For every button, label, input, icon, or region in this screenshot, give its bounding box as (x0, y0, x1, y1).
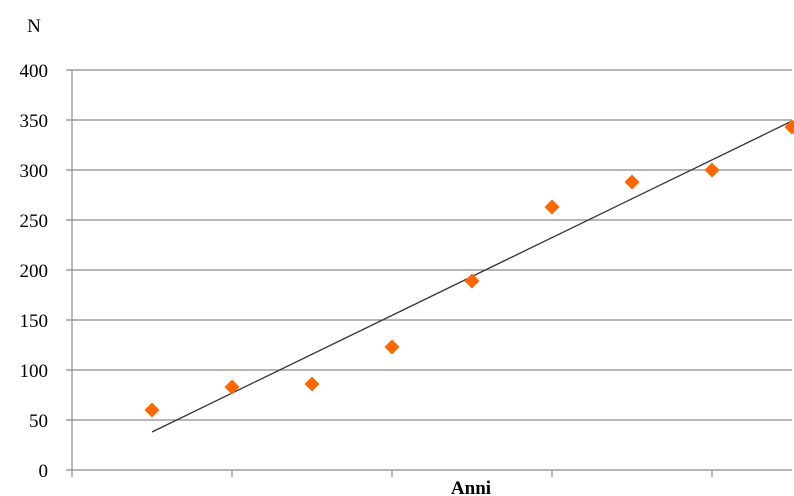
x-axis-label: Anni (451, 478, 491, 496)
data-point-7 (624, 174, 640, 190)
data-point-3 (304, 376, 320, 392)
y-tick-label-200: 200 (20, 261, 49, 282)
data-point-8 (704, 162, 720, 178)
data-point-6 (544, 199, 560, 215)
y-tick-label-250: 250 (20, 211, 49, 232)
y-tick-label-400: 400 (20, 61, 49, 82)
grid-lines (66, 69, 792, 471)
data-point-2 (224, 379, 240, 395)
y-tick-label-100: 100 (20, 361, 49, 382)
y-tick-label-350: 350 (20, 111, 49, 132)
data-point-5 (464, 273, 480, 289)
y-tick-label-50: 50 (29, 411, 48, 432)
y-tick-label-150: 150 (20, 311, 49, 332)
y-tick-label-0: 0 (39, 461, 49, 482)
data-point-9 (784, 119, 794, 135)
data-points (144, 119, 794, 418)
data-point-4 (384, 339, 400, 355)
data-point-1 (144, 402, 160, 418)
y-tick-labels: 0 50 100 150 200 250 300 350 400 (20, 61, 49, 482)
y-tick-label-300: 300 (20, 161, 49, 182)
y-axis-label: N (27, 16, 41, 37)
x-tick-marks (71, 470, 713, 477)
